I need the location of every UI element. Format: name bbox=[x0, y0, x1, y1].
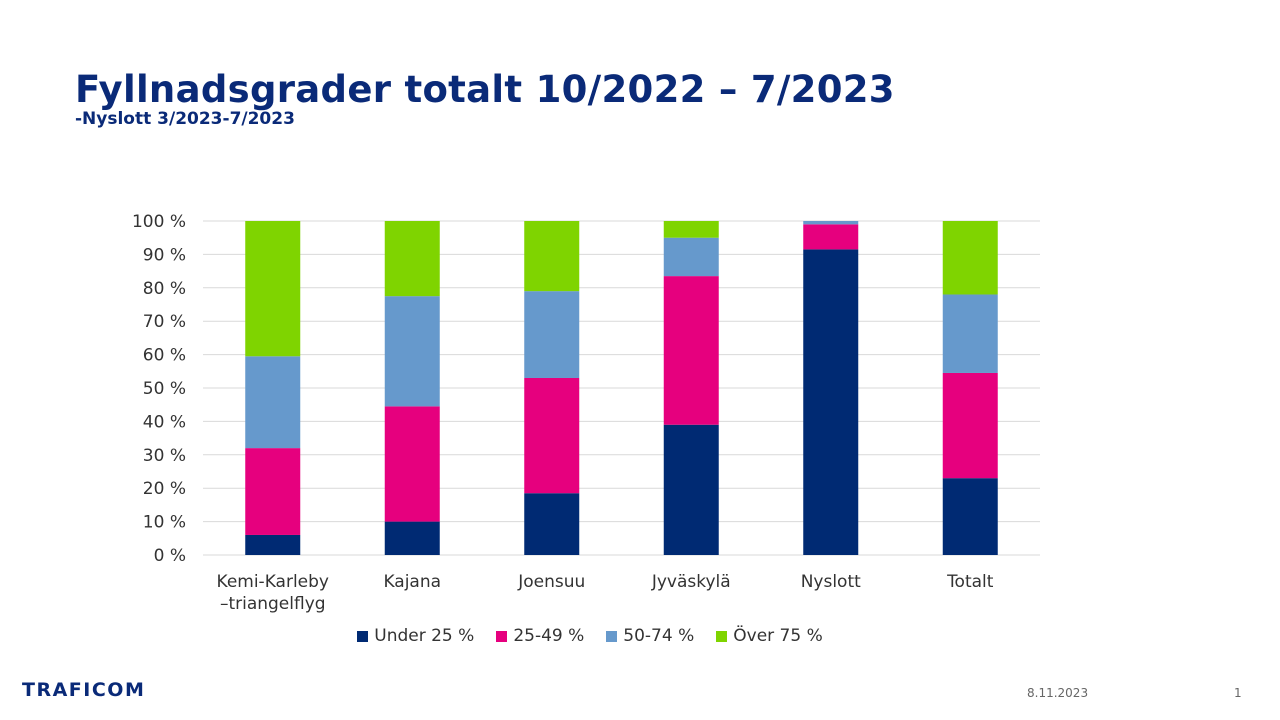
x-category-label: Kemi-Karleby –triangelflyg bbox=[217, 572, 329, 614]
bar-segment bbox=[524, 291, 580, 378]
legend-item: Över 75 % bbox=[716, 626, 823, 646]
x-category-label: Jyväskylä bbox=[651, 572, 731, 592]
y-tick-label: 40 % bbox=[143, 412, 186, 432]
chart-legend: Under 25 % 25-49 % 50-74 % Över 75 % bbox=[0, 626, 1180, 646]
bar-segment bbox=[245, 448, 301, 535]
legend-label: Över 75 % bbox=[733, 626, 823, 646]
bar-segment bbox=[245, 356, 301, 449]
bar-segment bbox=[942, 372, 998, 479]
slide-date: 8.11.2023 bbox=[1027, 686, 1089, 700]
bar-segment bbox=[663, 424, 719, 555]
legend-label: Under 25 % bbox=[374, 626, 475, 646]
bar-segment bbox=[942, 294, 998, 373]
legend-label: 50-74 % bbox=[623, 626, 695, 646]
legend-swatch bbox=[357, 630, 369, 642]
bar-segment bbox=[942, 478, 998, 555]
y-tick-label: 50 % bbox=[143, 379, 186, 399]
legend-swatch bbox=[716, 630, 728, 642]
legend-item: 50-74 % bbox=[606, 626, 694, 646]
bar-segment bbox=[384, 296, 440, 407]
bar-segment bbox=[245, 534, 301, 555]
x-category-label: Kajana bbox=[383, 572, 441, 592]
y-tick-label: 0 % bbox=[154, 546, 186, 566]
legend-item: Under 25 % bbox=[357, 626, 474, 646]
legend-swatch bbox=[496, 630, 508, 642]
bar-segments bbox=[245, 221, 998, 555]
x-category-label: Nyslott bbox=[801, 572, 861, 592]
bar-segment bbox=[524, 221, 580, 292]
bar-segment bbox=[663, 276, 719, 425]
bar-segment bbox=[803, 221, 859, 225]
bar-segment bbox=[663, 237, 719, 277]
bar-segment bbox=[803, 249, 859, 555]
page-number: 1 bbox=[1234, 686, 1242, 700]
bar-segment bbox=[524, 377, 580, 494]
bar-segment bbox=[384, 521, 440, 555]
y-tick-label: 10 % bbox=[143, 513, 186, 533]
bar-segment bbox=[245, 221, 301, 357]
bar-segment bbox=[803, 224, 859, 250]
bar-segment bbox=[384, 406, 440, 522]
slide-title: Fyllnadsgrader totalt 10/2022 – 7/2023 bbox=[75, 68, 895, 111]
y-tick-label: 20 % bbox=[143, 479, 186, 499]
traficom-logo: TRAFICOM bbox=[22, 679, 146, 701]
y-axis-ticks: 0 % 10 % 20 % 30 % 40 % 50 % 60 % 70 % 80 % 90 % 1… bbox=[132, 212, 186, 566]
y-tick-label: 60 % bbox=[143, 346, 186, 366]
bar-segment bbox=[942, 221, 998, 295]
y-tick-label: 100 % bbox=[132, 212, 186, 232]
y-tick-label: 70 % bbox=[143, 312, 186, 332]
x-axis-labels: Kemi-Karleby –triangelflyg Kajana Joensuu Jy… bbox=[217, 572, 994, 614]
bar-segment bbox=[524, 493, 580, 555]
y-tick-label: 90 % bbox=[143, 245, 186, 265]
slide-subtitle: -Nyslott 3/2023-7/2023 bbox=[75, 109, 295, 129]
grid-lines bbox=[203, 220, 1040, 556]
bar-segment bbox=[384, 221, 440, 297]
y-tick-label: 30 % bbox=[143, 446, 186, 466]
bar-segment bbox=[663, 221, 719, 238]
y-tick-label: 80 % bbox=[143, 279, 186, 299]
legend-item: 25-49 % bbox=[496, 626, 584, 646]
legend-swatch bbox=[606, 630, 618, 642]
x-category-label: Joensuu bbox=[517, 572, 585, 592]
legend-label: 25-49 % bbox=[513, 626, 585, 646]
x-category-label: Totalt bbox=[946, 572, 994, 592]
